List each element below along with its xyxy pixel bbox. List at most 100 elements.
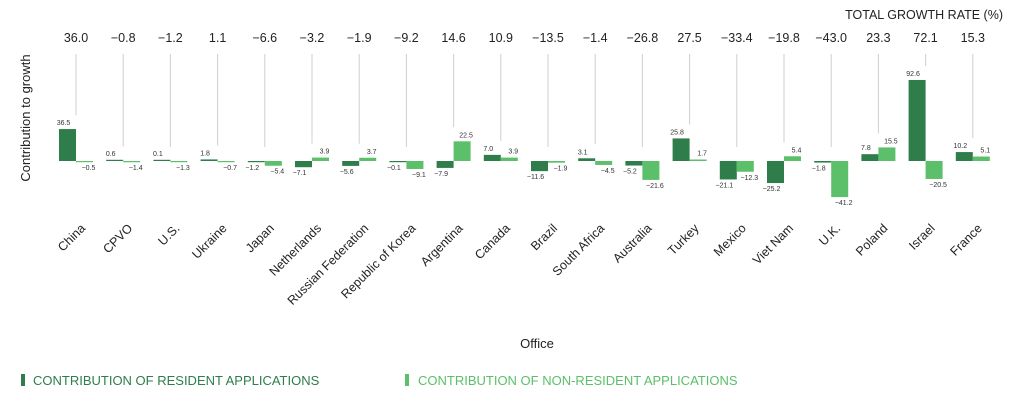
- non-resident-bar-brazil: [548, 161, 565, 163]
- non-resident-label-china: −0.5: [82, 165, 96, 172]
- non-resident-label-cpvo: −1.4: [129, 165, 143, 172]
- resident-label-japan: −1.2: [245, 165, 259, 172]
- resident-label-viet-nam: −25.2: [763, 186, 781, 193]
- non-resident-bar-israel: [925, 161, 943, 179]
- non-resident-label-viet-nam: 5.4: [792, 147, 802, 154]
- resident-bar-australia: [625, 161, 643, 166]
- total-growth-brazil: −13.5: [532, 31, 564, 45]
- resident-label-republic-of-korea: −0.1: [387, 165, 401, 172]
- resident-bar-ukraine: [200, 159, 218, 161]
- category-label-viet-nam: Viet Nam: [750, 221, 796, 267]
- non-resident-bar-republic-of-korea: [406, 161, 424, 169]
- resident-bar-turkey: [672, 138, 690, 161]
- category-label-israel: Israel: [906, 221, 938, 253]
- resident-label-argentina: −7.9: [434, 171, 448, 178]
- category-label-turkey: Turkey: [665, 221, 702, 258]
- non-resident-label-poland: 15.5: [884, 138, 898, 145]
- non-resident-bar-mexico: [736, 161, 754, 172]
- total-growth-russian-federation: −1.9: [347, 31, 372, 45]
- total-growth-poland: 23.3: [866, 31, 890, 45]
- total-growth-u-k: −43.0: [815, 31, 847, 45]
- non-resident-bar-ukraine: [217, 161, 235, 163]
- category-label-u-s: U.S.: [155, 221, 182, 248]
- category-label-ukraine: Ukraine: [189, 221, 229, 261]
- total-growth-u-s: −1.2: [158, 31, 183, 45]
- non-resident-bar-netherlands: [312, 157, 329, 161]
- non-resident-bar-south-africa: [595, 161, 613, 165]
- total-growth-ukraine: 1.1: [209, 31, 226, 45]
- non-resident-bar-turkey: [689, 159, 707, 161]
- resident-bar-argentina: [436, 161, 454, 168]
- resident-bar-u-k: [814, 161, 832, 163]
- x-axis-label: Office: [520, 336, 554, 351]
- total-growth-japan: −6.6: [252, 31, 277, 45]
- non-resident-bar-china: [76, 161, 93, 163]
- resident-bar-russian-federation: [342, 161, 360, 166]
- resident-label-china: 36.5: [57, 120, 71, 127]
- resident-bar-viet-nam: [767, 161, 784, 184]
- resident-bar-israel: [908, 79, 926, 161]
- legend-label-non-resident: CONTRIBUTION OF NON-RESIDENT APPLICATION…: [418, 373, 738, 388]
- non-resident-label-canada: 3.9: [508, 149, 518, 156]
- category-label-france: France: [948, 221, 985, 258]
- total-growth-australia: −26.8: [627, 31, 659, 45]
- non-resident-label-u-s: −1.3: [176, 165, 190, 172]
- non-resident-label-republic-of-korea: −9.1: [412, 172, 426, 179]
- non-resident-bar-canada: [500, 157, 518, 161]
- resident-bar-cpvo: [106, 159, 124, 161]
- non-resident-label-turkey: 1.7: [697, 151, 707, 158]
- resident-bar-mexico: [719, 161, 737, 180]
- non-resident-label-netherlands: 3.9: [320, 149, 330, 156]
- total-growth-title: TOTAL GROWTH RATE (%): [845, 8, 1003, 22]
- category-label-canada: Canada: [472, 221, 513, 262]
- resident-bar-netherlands: [295, 161, 312, 168]
- category-label-russian-federation: Russian Federation: [285, 221, 372, 308]
- non-resident-label-argentina: 22.5: [459, 132, 473, 139]
- resident-label-ukraine: 1.8: [200, 150, 210, 157]
- resident-label-israel: 92.6: [906, 71, 920, 78]
- category-label-argentina: Argentina: [418, 221, 466, 269]
- total-growth-china: 36.0: [64, 31, 88, 45]
- category-label-poland: Poland: [853, 221, 890, 258]
- resident-label-france: 10.2: [953, 143, 967, 150]
- non-resident-bar-russian-federation: [359, 157, 377, 161]
- total-growth-canada: 10.9: [489, 31, 513, 45]
- non-resident-label-france: 5.1: [980, 148, 990, 155]
- non-resident-bar-japan: [264, 161, 282, 166]
- resident-bar-south-africa: [578, 158, 596, 161]
- non-resident-label-mexico: −12.3: [740, 175, 758, 182]
- non-resident-bar-france: [972, 156, 990, 161]
- resident-label-u-k: −1.8: [812, 166, 826, 173]
- non-resident-label-israel: −20.5: [929, 182, 947, 189]
- category-label-china: China: [55, 221, 88, 254]
- category-label-japan: Japan: [243, 221, 277, 255]
- resident-label-u-s: 0.1: [153, 151, 163, 158]
- resident-bar-brazil: [531, 161, 548, 172]
- resident-bar-republic-of-korea: [389, 161, 407, 163]
- non-resident-label-russian-federation: 3.7: [367, 149, 377, 156]
- legend: CONTRIBUTION OF RESIDENT APPLICATIONS CO…: [21, 373, 738, 388]
- resident-bar-poland: [861, 154, 879, 161]
- total-growth-argentina: 14.6: [441, 31, 465, 45]
- total-growth-viet-nam: −19.8: [768, 31, 800, 45]
- resident-label-canada: 7.0: [483, 146, 493, 153]
- resident-bar-u-s: [153, 159, 171, 161]
- resident-label-russian-federation: −5.6: [340, 169, 354, 176]
- category-label-brazil: Brazil: [528, 221, 560, 253]
- total-growth-netherlands: −3.2: [300, 31, 325, 45]
- non-resident-label-australia: −21.6: [646, 183, 664, 190]
- total-growth-cpvo: −0.8: [111, 31, 136, 45]
- non-resident-bar-cpvo: [123, 161, 141, 163]
- resident-bar-china: [59, 129, 76, 161]
- resident-label-mexico: −21.1: [715, 182, 733, 189]
- total-growth-republic-of-korea: −9.2: [394, 31, 419, 45]
- resident-label-south-africa: 3.1: [578, 149, 588, 156]
- resident-label-cpvo: 0.6: [106, 151, 116, 158]
- category-label-australia: Australia: [610, 221, 654, 265]
- resident-label-brazil: −11.6: [527, 174, 544, 181]
- non-resident-label-japan: −5.4: [270, 169, 284, 176]
- non-resident-label-ukraine: −0.7: [223, 165, 237, 172]
- legend-swatch-non-resident: [405, 374, 409, 386]
- total-growth-france: 15.3: [961, 31, 985, 45]
- non-resident-bar-viet-nam: [784, 156, 801, 161]
